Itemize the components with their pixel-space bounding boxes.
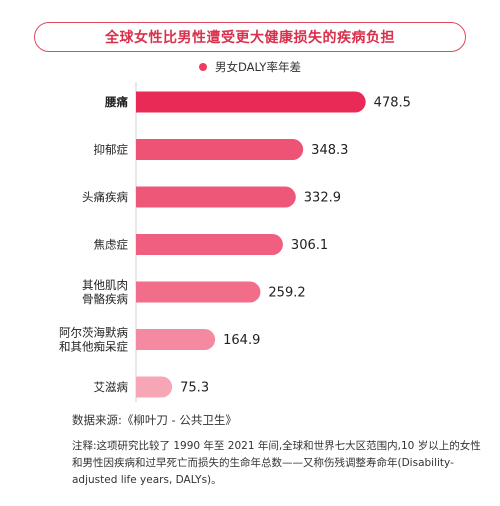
category-label: 腰痛: [104, 95, 128, 109]
category-label: 其他肌肉骨骼疾病: [82, 278, 128, 306]
bar-value-label: 259.2: [268, 286, 305, 301]
bar-value-label: 164.9: [223, 333, 260, 348]
bar: [136, 91, 366, 113]
bar-value-label: 332.9: [304, 191, 341, 206]
category-label: 艾滋病: [94, 380, 129, 394]
bar: [136, 329, 216, 350]
bar: [136, 186, 296, 208]
bar-chart: 478.5 腰痛 348.3 抑郁症 332.9 头痛疾病 306.1 焦虑症 259.2 其他肌…: [59, 82, 411, 402]
bar: [136, 376, 173, 398]
bar: [136, 139, 304, 160]
category-label: 焦虑症: [94, 238, 129, 252]
bar-value-label: 348.3: [311, 143, 348, 158]
category-label: 阿尔茨海默病和其他痴呆症: [59, 326, 128, 354]
bar-value-label: 306.1: [291, 238, 328, 253]
legend-swatch: [199, 63, 208, 71]
chart-legend: 男女DALY率年差: [0, 59, 500, 75]
bar-value-label: 478.5: [374, 96, 411, 111]
footnote: 注释:这项研究比较了 1990 年至 2021 年间,全球和世界七大区范围内,1…: [72, 440, 481, 486]
chart-title-text: 全球女性比男性遭受更大健康损失的疾病负担: [105, 30, 395, 46]
bar-value-label: 75.3: [180, 381, 209, 396]
data-source: 数据来源:《柳叶刀 - 公共卫生》: [72, 413, 237, 427]
category-label: 抑郁症: [94, 143, 129, 157]
chart-title: 全球女性比男性遭受更大健康损失的疾病负担: [34, 22, 466, 52]
category-label: 头痛疾病: [82, 190, 128, 204]
legend-label: 男女DALY率年差: [215, 60, 301, 74]
bar: [136, 281, 261, 303]
bar: [136, 234, 283, 255]
